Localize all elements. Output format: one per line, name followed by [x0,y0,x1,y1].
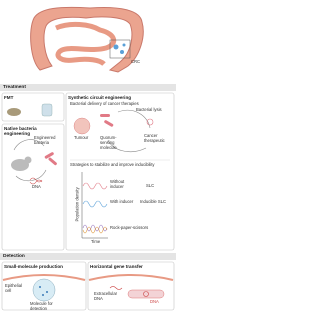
edna [109,286,123,290]
label: Tumour [74,135,89,140]
intestine [30,6,144,73]
epithelium [88,274,174,281]
epithelium [2,274,86,281]
small-intestine [55,21,117,66]
curve [82,182,108,190]
label: Engineered bacteria [34,135,56,145]
fmt-icon [7,108,21,116]
crc-box [109,39,131,59]
tumour [73,117,91,135]
fmt-jar [41,103,53,117]
label: DNA [150,299,159,304]
tumour-dot [120,50,124,54]
label: Cancer therapeutic [144,133,165,143]
fmt-box [1,92,65,122]
plasmid [143,291,149,297]
panel-title: FMT [4,95,14,100]
label: Quorum-sensing molecule [100,135,117,150]
mouse [11,159,29,171]
dna-icon [29,177,43,185]
small-box [1,261,87,311]
panel-title: Synthetic circuit engineering [68,95,132,100]
section-title: Detection [3,254,25,259]
panel-title: Native bacteria engineering [4,126,37,137]
cell [32,278,56,302]
bacterium [127,289,165,299]
label: Without inducer [110,179,125,189]
mouse-head [24,156,32,164]
tumour-dot [113,44,119,50]
section-title: Treatment [3,85,26,90]
panel-title: Small-molecule production [4,264,63,269]
molecule [42,294,44,296]
treatment-band [0,84,176,91]
label: SLC [146,183,155,188]
label: DNA [32,184,41,189]
curve [82,226,108,234]
label: Inducible SLC [140,199,167,204]
curve [82,200,108,208]
axis-label: Time [91,239,101,244]
label: Epithelial cell [5,283,22,293]
label: Molecule for detection [30,301,53,311]
label: With inducer [110,199,134,204]
figure: CRC Treatment FMT Native bacteria engine… [0,6,176,311]
panel-title: Horizontal gene transfer [90,264,143,269]
label: Extracellular DNA [94,291,118,301]
molecule [39,286,41,288]
bacterium [44,152,54,159]
subtitle: Strategies to stabilize and improve indu… [70,162,155,167]
label: Rock-paper-scissors [110,225,149,230]
lysis-burst [146,118,154,126]
label: Bacterial lysis [136,107,162,112]
synthetic-box [65,92,175,251]
subtitle: Bacterial delivery of cancer therapies [70,101,139,106]
native-box [1,123,65,251]
axis-label: Population density [74,187,80,222]
hgt-box [87,261,175,311]
bacterium [104,120,114,127]
molecule [46,291,48,293]
bacterium [100,114,110,117]
crc-label: CRC [131,59,141,64]
tumour-dot [122,43,126,47]
detection-band [0,253,176,260]
cycle-arrow [13,139,47,182]
figure-art [0,6,176,311]
bacterium [48,157,57,166]
curve [82,224,108,232]
